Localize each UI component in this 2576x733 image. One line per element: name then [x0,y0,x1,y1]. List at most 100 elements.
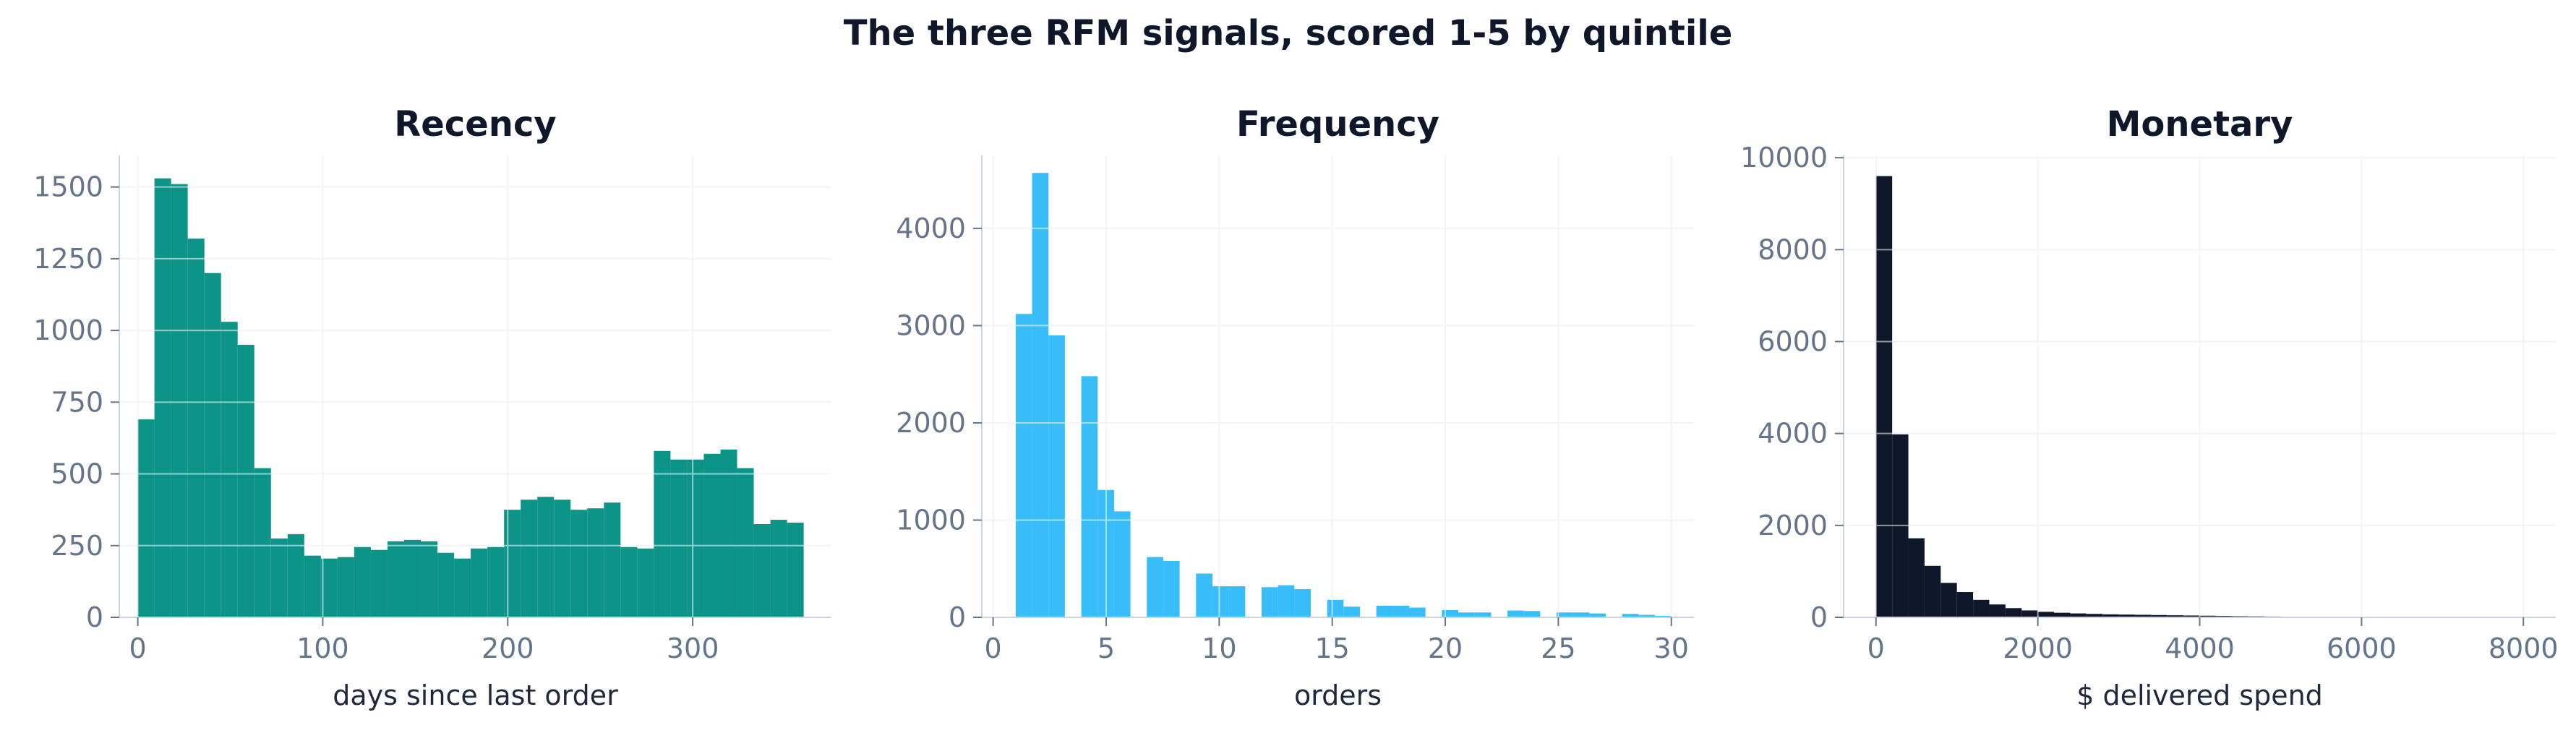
recency-ytick-label: 500 [51,458,103,490]
recency-bar [604,502,621,617]
recency-ytick-label: 1500 [33,171,103,203]
frequency-bar [1572,612,1590,617]
monetary-xlabel: $ delivered spend [2076,680,2323,711]
recency-bar [387,541,404,617]
monetary-bar [2054,612,2071,617]
recency-bar [337,557,354,617]
monetary-xtick-label: 0 [1867,633,1885,664]
recency-bar [787,523,804,617]
monetary-bar [2151,614,2168,617]
monetary-ytick-label: 10000 [1740,142,1828,173]
recency-bar [254,468,271,617]
frequency-bar [1557,612,1573,617]
recency-xlabel: days since last order [333,680,618,711]
recency-bars [137,178,804,617]
recency-bar [737,468,754,617]
recency-bar [537,497,555,617]
recency-bar [221,322,238,617]
monetary-bar [2086,614,2103,617]
recency-bar [703,453,721,617]
monetary-bar [2199,615,2216,617]
recency-bar [620,546,638,617]
frequency-bar [1212,586,1229,617]
frequency-bar [1147,557,1163,617]
monetary-bar [1940,583,1957,617]
recency-bar [487,546,505,617]
frequency-xlabel: orders [1294,680,1382,711]
recency-bar [154,178,171,617]
recency-bar [237,344,254,617]
frequency-ytick-label: 3000 [896,309,966,341]
frequency-bar [1409,607,1426,617]
monetary-bar [2021,610,2038,617]
frequency-title: Frequency [1236,104,1439,145]
monetary-title: Monetary [2107,104,2293,145]
frequency-bar [1392,605,1409,617]
recency-bar [370,549,388,617]
frequency-bar [1376,605,1393,617]
frequency-xtick-label: 10 [1202,633,1236,664]
monetary-bar [2167,615,2184,617]
recency-bar [437,552,455,617]
recency-xtick-label: 200 [482,633,534,664]
recency-bar [137,419,155,617]
monetary-bar [2102,614,2119,617]
frequency-grid-overlay [982,155,1694,618]
recency-panel: 0 250 500 750 1000 1250 1500 0 100 200 300 Recency d… [33,104,831,711]
monetary-panel: 0 2000 4000 6000 8000 10000 0 2000 4000 6000 8000 M… [1740,104,2558,711]
frequency-bar [1113,511,1131,617]
frequency-bar [1589,613,1606,617]
frequency-bar [1294,588,1311,617]
recency-bar [521,500,538,617]
monetary-xtick-label: 6000 [2327,633,2397,664]
recency-bar [187,239,205,617]
recency-bar [670,459,688,617]
recency-xtick-label: 0 [129,633,146,664]
recency-ytick-label: 1250 [33,243,103,275]
frequency-bar [1081,376,1098,617]
monetary-xtick-label: 2000 [2003,633,2073,664]
monetary-bar [2005,608,2022,617]
monetary-ytick-label: 2000 [1758,510,1828,541]
monetary-bar [2118,614,2135,617]
recency-bar [554,500,571,617]
frequency-bar [1261,587,1278,617]
figure-title: The three RFM signals, scored 1-5 by qui… [843,13,1733,53]
recency-bar [320,558,338,617]
frequency-ytick-label: 2000 [896,407,966,439]
recency-bar [471,548,488,617]
recency-xtick-label: 100 [296,633,349,664]
monetary-ytick-label: 6000 [1758,326,1828,358]
recency-ytick-label: 750 [51,386,103,418]
monetary-bar [2037,612,2055,617]
recency-bar [354,546,371,617]
monetary-bar [1875,176,1893,617]
frequency-ytick-label: 4000 [896,213,966,244]
recency-bar [304,555,321,617]
recency-ytick-label: 0 [86,601,103,633]
monetary-ytick-label: 0 [1810,601,1828,633]
recency-bar [570,510,588,617]
monetary-bar [1956,592,1974,617]
frequency-xtick-label: 20 [1428,633,1463,664]
recency-bar [654,450,671,617]
frequency-bars [1015,173,1672,618]
recency-bar [720,449,737,617]
frequency-bar [1343,606,1360,617]
frequency-bar [1638,614,1656,617]
monetary-ytick-label: 8000 [1758,233,1828,265]
monetary-bar [2134,614,2152,617]
frequency-xtick-label: 15 [1315,633,1350,664]
recency-bar [171,184,188,617]
recency-title: Recency [394,104,556,145]
recency-bar [753,524,771,617]
monetary-bar [2070,613,2087,617]
frequency-bar [1327,599,1344,617]
recency-bar [270,538,288,617]
frequency-bar [1442,609,1459,617]
monetary-bar [1908,538,1925,617]
monetary-ytick-label: 4000 [1758,418,1828,450]
monetary-bar [1989,604,2006,617]
recency-ytick-label: 250 [51,530,103,562]
